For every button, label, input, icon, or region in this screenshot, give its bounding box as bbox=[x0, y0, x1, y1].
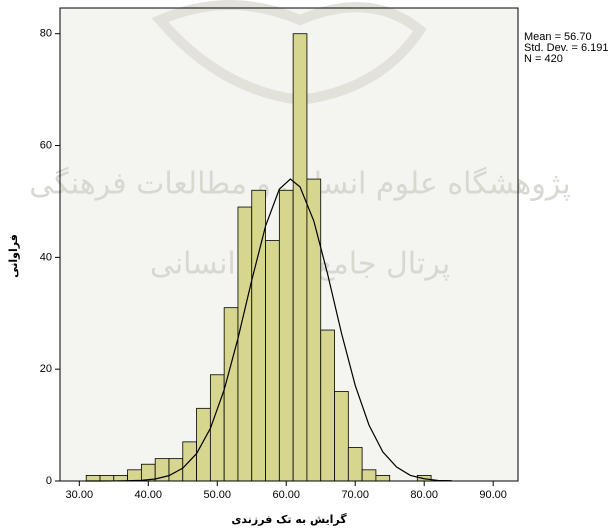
x-axis-label: گرایش به تک فرزندی bbox=[231, 513, 347, 526]
chart: پژوهشگاه علوم انسانی و مطالعات فرهنگی پر… bbox=[0, 0, 616, 530]
bar bbox=[141, 464, 155, 481]
bar bbox=[114, 475, 128, 481]
bar bbox=[210, 375, 224, 481]
bar bbox=[362, 470, 376, 481]
x-tick-label: 60.00 bbox=[272, 489, 300, 501]
y-tick-label: 0 bbox=[46, 475, 52, 487]
x-tick-label: 40.00 bbox=[135, 489, 163, 501]
bar bbox=[197, 408, 211, 481]
bar bbox=[224, 308, 238, 481]
x-tick-label: 50.00 bbox=[203, 489, 231, 501]
bar bbox=[86, 475, 100, 481]
x-tick-label: 80.00 bbox=[410, 489, 438, 501]
x-tick-label: 30.00 bbox=[66, 489, 94, 501]
bar bbox=[348, 447, 362, 481]
y-tick-label: 60 bbox=[40, 139, 52, 151]
bar bbox=[100, 475, 114, 481]
bar bbox=[266, 241, 280, 481]
x-tick-label: 90.00 bbox=[479, 489, 507, 501]
bar bbox=[128, 470, 142, 481]
y-tick-label: 20 bbox=[40, 363, 52, 375]
y-tick-label: 80 bbox=[40, 28, 52, 40]
bar bbox=[335, 392, 349, 481]
stat-text: N = 420 bbox=[524, 53, 563, 65]
y-tick-label: 40 bbox=[40, 251, 52, 263]
bar bbox=[321, 330, 335, 481]
x-tick-label: 70.00 bbox=[341, 489, 369, 501]
bar bbox=[307, 179, 321, 481]
bar bbox=[376, 475, 390, 481]
bar bbox=[293, 34, 307, 481]
y-axis-label: فراوانی bbox=[7, 234, 20, 278]
bar bbox=[238, 207, 252, 481]
bar bbox=[279, 190, 293, 481]
